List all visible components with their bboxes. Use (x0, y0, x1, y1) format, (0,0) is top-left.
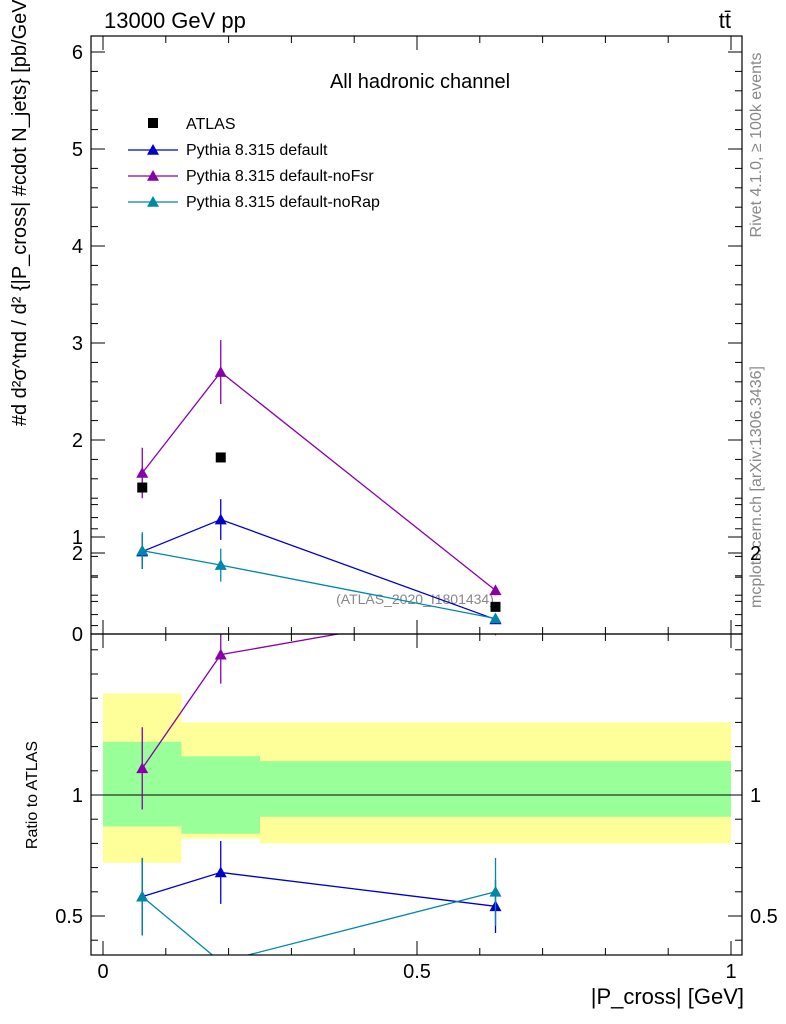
ratio-point (489, 885, 502, 897)
analysis-watermark: (ATLAS_2020_I1801434) (336, 591, 494, 607)
series-line-2 (142, 549, 496, 620)
energy-label: 13000 GeV pp (104, 8, 246, 33)
legend-marker-atlas (148, 118, 158, 128)
ratio-point (214, 866, 227, 878)
atlas-data-point (490, 601, 501, 612)
series-point (214, 559, 227, 570)
ratio-tick-label: 1 (72, 785, 83, 807)
mcplots-note: mcplots.cern.ch [arXiv:1306.3436] (748, 366, 765, 608)
y-tick-label: 1 (72, 527, 83, 549)
ratio-tick-label-right: 1 (750, 785, 761, 807)
ratio-line-2 (141, 891, 496, 955)
series-point (136, 544, 149, 556)
series-point (214, 513, 227, 525)
x-tick-label: 1 (725, 961, 736, 983)
y-tick-label: 5 (72, 139, 83, 161)
ratio-y-axis-label: Ratio to ATLAS (24, 741, 41, 849)
chart-title: All hadronic channel (330, 71, 510, 93)
ratio-line-0 (142, 871, 496, 907)
ratio-point (136, 890, 149, 902)
x-axis-label: |P_cross| [GeV] (591, 984, 744, 1009)
legend-label-2: Pythia 8.315 default-noRap (186, 194, 380, 211)
series-line-1 (141, 371, 496, 591)
ratio-point (215, 956, 227, 967)
legend-marker-0 (147, 144, 159, 155)
y-tick-label: 2 (72, 430, 83, 452)
ratio-point (136, 762, 149, 774)
series-point (136, 466, 149, 478)
ratio-point (214, 648, 227, 660)
atlas-data-point (215, 452, 226, 463)
series-point (214, 366, 227, 377)
stat-uncertainty-band (260, 761, 731, 817)
legend-label-1: Pythia 8.315 default-noFsr (186, 168, 374, 185)
ratio-tick-label-right: 2 (750, 543, 761, 565)
ratio-tick-label: 0.5 (55, 906, 83, 928)
atlas-data-point (137, 482, 148, 493)
process-label: tt̄ (719, 8, 731, 33)
y-tick-label: 3 (72, 333, 83, 355)
rivet-note: Rivet 4.1.0, ≥ 100k events (748, 53, 765, 238)
y-tick-label: 4 (72, 236, 83, 258)
legend-marker-2 (147, 196, 159, 207)
y-tick-label: 0 (72, 624, 83, 646)
y-tick-label: 6 (72, 42, 83, 64)
series-point (489, 584, 502, 596)
series-point (489, 612, 502, 624)
legend-label-0: Pythia 8.315 default (186, 142, 328, 159)
legend-label-atlas: ATLAS (186, 116, 236, 133)
ratio-tick-label: 2 (72, 543, 83, 565)
x-tick-label: 0.5 (403, 961, 431, 983)
legend-marker-1 (147, 170, 159, 181)
y-axis-label: #d d²σ^tnd / d² {|P_cross| #cdot N_jets}… (9, 0, 31, 426)
ratio-tick-label-right: 0.5 (750, 906, 778, 928)
x-tick-label: 0 (97, 961, 108, 983)
